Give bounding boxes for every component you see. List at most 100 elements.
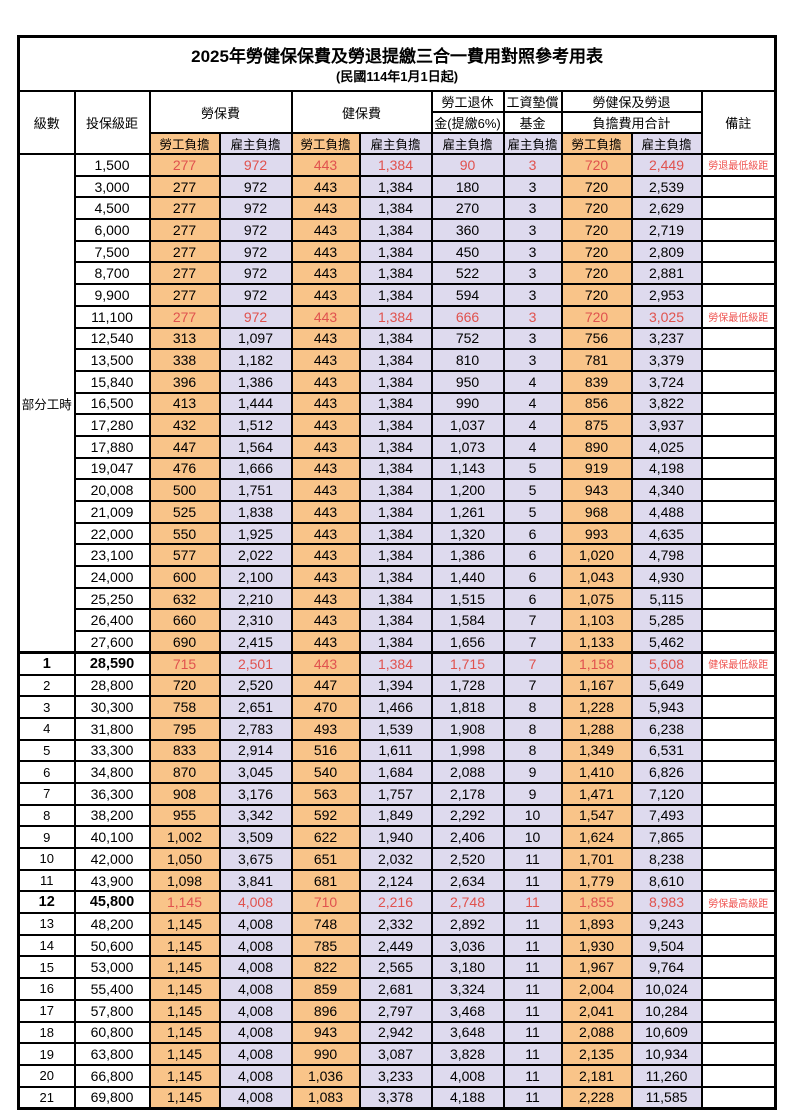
remark-cell <box>700 586 777 611</box>
value-cell: 1,037 <box>430 413 505 437</box>
level-cell: 12 <box>17 890 76 915</box>
level-cell: 15 <box>17 955 76 980</box>
table-row: 15 53,000 1,145 4,008 822 2,565 3,180 11 1,967 9,… <box>17 955 777 980</box>
table-row: 20 66,800 1,145 4,008 1,036 3,233 4,008 11 2,181… <box>17 1063 777 1088</box>
value-cell: 1,384 <box>358 608 433 633</box>
value-cell: 2,415 <box>218 630 293 654</box>
value-cell: 443 <box>290 478 361 502</box>
level-cell: 3 <box>17 695 76 719</box>
bracket-cell: 6,000 <box>73 218 151 242</box>
value-cell: 1,384 <box>358 456 433 481</box>
value-cell: 447 <box>290 673 361 698</box>
table-row: 4,500 277 972 443 1,384 270 3 720 2,629 <box>19 196 777 221</box>
bracket-cell: 34,800 <box>73 760 151 784</box>
value-cell: 2,651 <box>218 695 293 719</box>
value-cell: 4,008 <box>430 1063 505 1088</box>
table-row: 16 55,400 1,145 4,008 859 2,681 3,324 11 2,004 10… <box>17 977 777 1001</box>
value-cell: 1,145 <box>148 1020 221 1045</box>
col-header-pension-line1: 勞工退休 <box>430 90 505 113</box>
value-cell: 1,440 <box>430 565 505 589</box>
value-cell: 2,210 <box>218 586 293 611</box>
value-cell: 3,045 <box>218 760 293 784</box>
value-cell: 11 <box>502 847 563 871</box>
remark-cell <box>700 1042 777 1066</box>
value-cell: 856 <box>560 391 633 416</box>
value-cell: 277 <box>148 283 221 307</box>
table-row: 13,500 338 1,182 443 1,384 810 3 781 3,379 <box>19 348 777 372</box>
bracket-cell: 21,009 <box>73 500 151 524</box>
value-cell: 752 <box>430 326 505 351</box>
bracket-cell: 50,600 <box>73 933 151 958</box>
value-cell: 11 <box>502 955 563 980</box>
table-row: 10 42,000 1,050 3,675 651 2,032 2,520 11 1,701 8,… <box>17 847 777 871</box>
value-cell: 4 <box>502 369 563 394</box>
value-cell: 277 <box>148 196 221 221</box>
level-cell: 5 <box>17 738 76 763</box>
subheader-total-employee: 勞工負擔 <box>560 132 633 155</box>
table-row: 8 38,200 955 3,342 592 1,849 2,292 10 1,547 7,493 <box>17 803 777 828</box>
value-cell: 4 <box>502 413 563 437</box>
value-cell: 795 <box>148 716 221 741</box>
subheader-labor-employer: 雇主負擔 <box>218 132 293 155</box>
value-cell: 8 <box>502 695 563 719</box>
table-body: 部分工時 1,500 277 972 443 1,384 90 3 720 2,449 勞退最低級距… <box>17 153 777 1110</box>
value-cell: 443 <box>290 283 361 307</box>
subheader-pension-employer: 雇主負擔 <box>430 132 505 155</box>
value-cell: 4,008 <box>218 998 293 1023</box>
bracket-cell: 63,800 <box>73 1042 151 1066</box>
value-cell: 1,384 <box>358 565 433 589</box>
remark-cell <box>700 434 777 459</box>
value-cell: 3,675 <box>218 847 293 871</box>
table-row: 26,400 660 2,310 443 1,384 1,584 7 1,103 5,285 <box>19 608 777 633</box>
remark-cell <box>700 803 777 828</box>
value-cell: 1,384 <box>358 651 433 676</box>
value-cell: 4,188 <box>430 1085 505 1110</box>
value-cell: 3 <box>502 218 563 242</box>
value-cell: 1,410 <box>560 760 633 784</box>
value-cell: 1,097 <box>218 326 293 351</box>
value-cell: 2,501 <box>218 651 293 676</box>
value-cell: 1,656 <box>430 630 505 654</box>
value-cell: 8,610 <box>630 868 703 893</box>
value-cell: 1,386 <box>430 543 505 568</box>
bracket-cell: 45,800 <box>73 890 151 915</box>
value-cell: 1,384 <box>358 543 433 568</box>
remark-cell <box>700 608 777 633</box>
table-row: 18 60,800 1,145 4,008 943 2,942 3,648 11 2,088 10… <box>17 1020 777 1045</box>
value-cell: 5 <box>502 478 563 502</box>
value-cell: 1,145 <box>148 955 221 980</box>
value-cell: 2,914 <box>218 738 293 763</box>
remark-cell <box>700 239 777 264</box>
value-cell: 1,384 <box>358 500 433 524</box>
level-cell: 8 <box>17 803 76 828</box>
table-row: 8,700 277 972 443 1,384 522 3 720 2,881 <box>19 261 777 286</box>
value-cell: 1,908 <box>430 716 505 741</box>
value-cell: 3,648 <box>430 1020 505 1045</box>
level-cell: 6 <box>17 760 76 784</box>
table-row: 23,100 577 2,022 443 1,384 1,386 6 1,020 4,798 <box>19 543 777 568</box>
value-cell: 500 <box>148 478 221 502</box>
table-row: 7,500 277 972 443 1,384 450 3 720 2,809 <box>19 239 777 264</box>
value-cell: 3 <box>502 283 563 307</box>
col-header-health-insurance: 健保費 <box>290 90 433 134</box>
value-cell: 1,103 <box>560 608 633 633</box>
reference-table-sheet: 2025年勞健保保費及勞退提繳三合一費用對照參考用表 (民國114年1月1日起)… <box>17 35 778 1110</box>
bracket-cell: 36,300 <box>73 781 151 806</box>
value-cell: 3 <box>502 196 563 221</box>
bracket-cell: 53,000 <box>73 955 151 980</box>
value-cell: 11,260 <box>630 1063 703 1088</box>
col-header-level: 級數 <box>17 90 76 155</box>
value-cell: 1,384 <box>358 239 433 264</box>
level-cell: 1 <box>17 651 76 676</box>
table-row: 部分工時 1,500 277 972 443 1,384 90 3 720 2,449 勞退最低級距 <box>17 153 777 654</box>
value-cell: 7,120 <box>630 781 703 806</box>
value-cell: 1,925 <box>218 521 293 546</box>
remark-cell <box>700 391 777 416</box>
remark-cell <box>700 912 777 936</box>
value-cell: 4,008 <box>218 933 293 958</box>
value-cell: 2,520 <box>218 673 293 698</box>
value-cell: 1,349 <box>560 738 633 763</box>
level-cell: 19 <box>17 1042 76 1066</box>
bracket-cell: 48,200 <box>73 912 151 936</box>
level-cell: 9 <box>17 825 76 849</box>
